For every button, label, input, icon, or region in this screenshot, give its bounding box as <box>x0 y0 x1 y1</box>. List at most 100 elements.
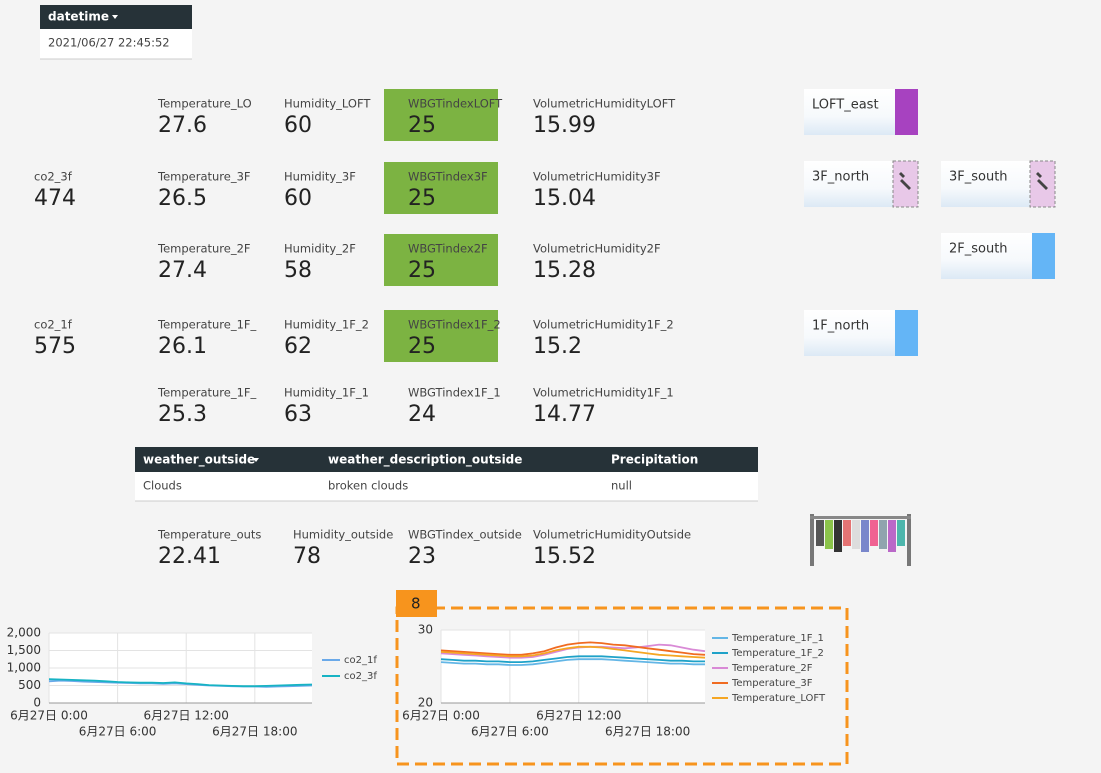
metric-label: Temperature_3F <box>157 170 251 184</box>
wrench-icon[interactable] <box>1036 172 1048 190</box>
garment <box>870 520 878 546</box>
y-tick-label: 30 <box>418 623 433 637</box>
wbgt-highlight <box>384 310 498 362</box>
metric-label: Humidity_outside <box>293 528 393 542</box>
metric-value: 15.28 <box>533 258 596 283</box>
table-header-cell[interactable]: weather_description_outside <box>328 453 522 468</box>
garment <box>897 520 905 546</box>
y-tick-label: 500 <box>18 678 41 692</box>
metric-label: WBGTindex3F <box>408 170 488 184</box>
table-cell: null <box>611 479 632 493</box>
metric-value: 27.6 <box>158 113 207 138</box>
metric-value: 25 <box>408 334 436 359</box>
table-header-cell[interactable]: weather_outside <box>143 453 255 468</box>
garment <box>852 520 860 549</box>
metric-value: 25 <box>408 258 436 283</box>
datetime-cell <box>40 29 192 59</box>
status-bar[interactable] <box>895 89 918 135</box>
metric-value: 15.2 <box>533 334 582 359</box>
metric-value: 25.3 <box>158 402 207 427</box>
co2-label: co2_3f <box>34 170 73 184</box>
status-bar[interactable] <box>895 310 918 356</box>
metric-value: 22.41 <box>158 544 221 569</box>
metric-label: VolumetricHumidity1F_1 <box>533 386 674 400</box>
x-tick-label: 6月27日 6:00 <box>471 725 549 739</box>
room-button-label[interactable]: 1F_north <box>812 319 869 334</box>
metric-value: 15.99 <box>533 113 596 138</box>
metric-value: 60 <box>284 113 312 138</box>
rack-bar <box>810 516 911 519</box>
legend-label: co2_3f <box>344 671 377 682</box>
room-button-label[interactable]: LOFT_east <box>812 98 879 113</box>
metric-value: 14.77 <box>533 402 596 427</box>
metric-label: WBGTindex2F <box>408 242 488 256</box>
metric-value: 78 <box>293 544 321 569</box>
metric-value: 23 <box>408 544 436 569</box>
wbgt-highlight <box>384 89 498 141</box>
table-cell: broken clouds <box>328 479 408 493</box>
x-tick-label: 6月27日 18:00 <box>212 725 297 739</box>
metric-value: 60 <box>284 186 312 211</box>
legend-label: Temperature_LOFT <box>731 693 826 704</box>
series-line <box>440 641 706 656</box>
metric-label: Temperature_1F_ <box>157 386 257 400</box>
metric-value: 15.52 <box>533 544 596 569</box>
datetime-value: 2021/06/27 22:45:52 <box>48 36 170 50</box>
garment <box>843 520 851 546</box>
room-button-label[interactable]: 3F_north <box>812 170 869 185</box>
legend-label: Temperature_3F <box>731 678 813 689</box>
garment <box>816 520 824 546</box>
metric-label: VolumetricHumidity2F <box>533 242 661 256</box>
metric-label: Temperature_LO <box>157 97 252 111</box>
series-line <box>440 655 705 663</box>
garment <box>825 520 833 549</box>
wbgt-highlight <box>384 234 498 286</box>
room-button-label[interactable]: 3F_south <box>949 170 1008 185</box>
room-button-label[interactable]: 2F_south <box>949 242 1008 257</box>
metric-label: VolumetricHumidityOutside <box>533 528 691 542</box>
x-tick-label: 6月27日 0:00 <box>402 709 480 723</box>
garment <box>861 520 869 552</box>
metric-label: WBGTindex1F_1 <box>408 386 501 400</box>
table-header-cell[interactable]: Precipitation <box>611 453 698 467</box>
metric-label: Temperature_1F_ <box>157 318 257 332</box>
status-bar[interactable] <box>1032 233 1055 279</box>
y-tick-label: 2,000 <box>7 626 41 640</box>
metric-label: VolumetricHumidity1F_2 <box>533 318 674 332</box>
y-tick-label: 20 <box>418 696 433 710</box>
y-tick-label: 1,000 <box>7 661 41 675</box>
plot-area <box>441 630 705 703</box>
metric-value: 25 <box>408 113 436 138</box>
metric-value: 27.4 <box>158 258 207 283</box>
table-body <box>135 472 758 501</box>
metric-value: 25 <box>408 186 436 211</box>
co2-value: 575 <box>34 334 76 359</box>
dropdown-arrow[interactable] <box>112 15 118 19</box>
dropdown-arrow[interactable] <box>253 458 259 462</box>
metric-label: WBGTindexLOFT <box>408 97 503 111</box>
datetime-header-label[interactable]: datetime <box>48 10 109 24</box>
table-cell: Clouds <box>143 479 182 493</box>
metric-value: 58 <box>284 258 312 283</box>
metric-label: Humidity_1F_2 <box>284 318 369 332</box>
metric-value: 26.5 <box>158 186 207 211</box>
metric-label: Humidity_3F <box>284 170 356 184</box>
garment <box>834 520 842 552</box>
legend-label: Temperature_1F_2 <box>731 648 824 659</box>
metric-label: Humidity_1F_1 <box>284 386 369 400</box>
legend-label: co2_1f <box>344 655 377 666</box>
metric-label: WBGTindex1F_2 <box>408 318 501 332</box>
x-tick-label: 6月27日 12:00 <box>144 709 229 723</box>
garment <box>888 520 896 552</box>
x-tick-label: 6月27日 6:00 <box>79 725 157 739</box>
annotation-tag <box>396 590 437 617</box>
metric-value: 26.1 <box>158 334 207 359</box>
rack-pole <box>907 514 911 566</box>
rack-pole <box>810 514 814 566</box>
metric-label: VolumetricHumidityLOFT <box>533 97 676 111</box>
garment <box>879 520 887 549</box>
wbgt-highlight <box>384 162 498 214</box>
wrench-icon[interactable] <box>899 172 911 190</box>
legend-label: Temperature_1F_1 <box>731 633 824 644</box>
